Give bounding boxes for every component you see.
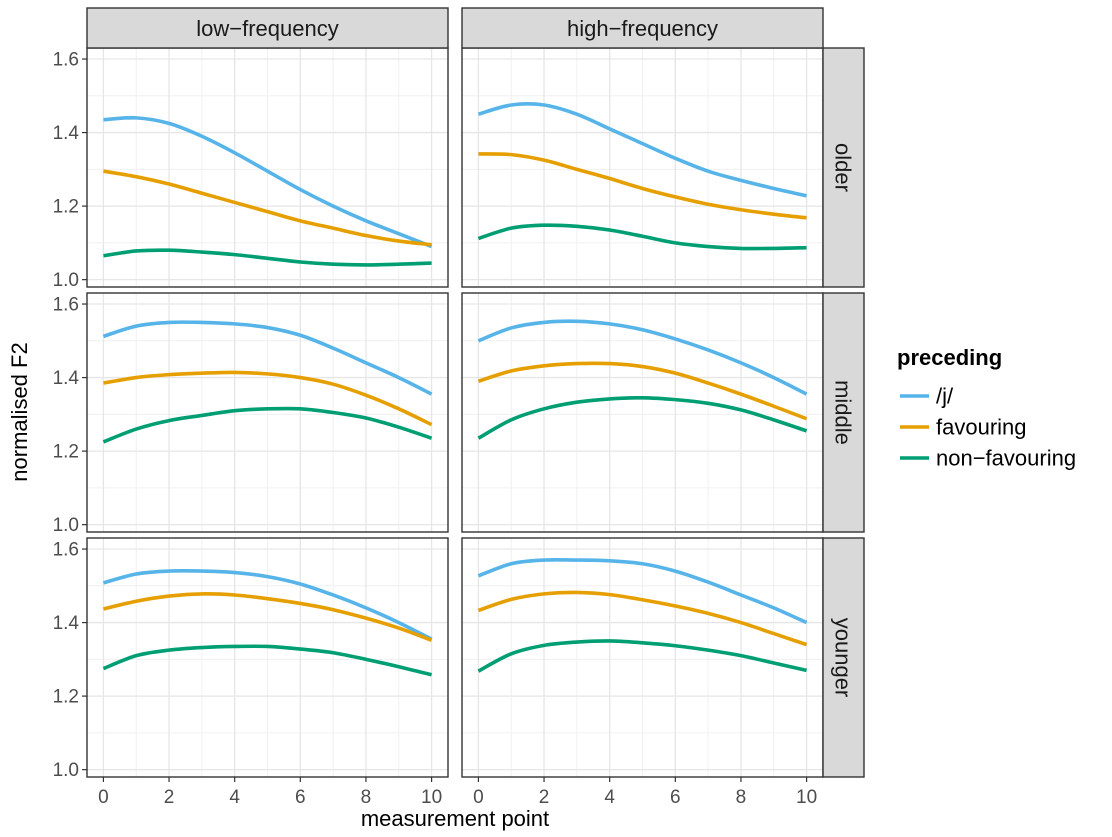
x-tick-label: 0 [98,787,109,808]
column-strip [86,7,449,49]
series-line-j [103,115,433,249]
strips-layer: low−frequency high−frequency older middle yo… [86,7,865,778]
x-tick-label: 2 [164,787,175,808]
legend-entries: /j/favouring non−favouring [900,384,1076,471]
series-line-j [477,319,808,396]
series-line-favouring [478,152,807,220]
series-line-j [477,102,807,198]
series-line-j [102,569,433,641]
panels-layer [86,47,824,778]
series-line-favouring [477,590,808,647]
series-line-non-favouring [102,406,433,444]
x-tick-label: 10 [421,787,442,808]
y-tick-label: 1.4 [53,613,80,634]
series-line-non-favouring [477,395,808,440]
panel-high-frequency-older [461,47,824,288]
row-strip [822,537,865,778]
series-line-j [477,557,808,625]
panel-border [86,292,449,533]
panel-low-frequency-older [86,47,449,288]
legend: preceding /j/favouring non−favouring [897,345,1076,471]
series-line-non-favouring [102,644,433,677]
row-strip-label: younger [831,618,856,698]
x-tick-label: 4 [229,787,240,808]
series-line-non-favouring [103,248,432,267]
x-tick-label: 6 [295,787,306,808]
legend-title: preceding [897,345,1002,370]
x-tick-label: 8 [361,787,372,808]
panel-low-frequency-younger [86,537,449,778]
series-line-non-favouring [477,223,807,251]
x-tick-label: 2 [539,787,550,808]
x-tick-label: 0 [473,787,484,808]
axes-layer: 1.0 1.2 1.4 1.6 1.0 1.2 1.4 1.6 1.0 1.2 1.4 1.6 0 2 4 6… [53,50,818,808]
panel-low-frequency-middle [86,292,449,533]
y-tick-label: 1.2 [53,442,79,463]
x-tick-label: 10 [796,787,817,808]
row-strip [822,292,865,533]
y-tick-label: 1.4 [53,368,80,389]
series-line-j [102,320,433,396]
y-tick-label: 1.6 [53,540,79,561]
y-tick-label: 1.2 [53,687,79,708]
legend-label: favouring [936,415,1027,440]
x-tick-label: 6 [670,787,681,808]
y-tick-label: 1.6 [53,295,79,316]
series-line-favouring [103,169,432,247]
y-tick-label: 1.0 [53,270,79,291]
row-strip-label: older [831,143,856,192]
panel-high-frequency-younger [461,537,824,778]
legend-label: non−favouring [936,446,1076,471]
column-strip-label: low−frequency [196,16,338,41]
row-strip [822,47,865,288]
panel-border [86,537,449,778]
panel-high-frequency-middle [461,292,824,533]
y-tick-label: 1.0 [53,760,79,781]
y-tick-label: 1.6 [53,50,79,71]
y-axis-title: normalised F2 [7,342,32,481]
x-axis-title: measurement point [361,806,549,831]
series-line-favouring [102,592,433,642]
column-strip-label: high−frequency [567,16,718,41]
row-strip-label: middle [831,380,856,445]
x-tick-label: 8 [736,787,747,808]
x-tick-label: 4 [604,787,615,808]
series-line-favouring [103,370,433,427]
y-tick-label: 1.2 [53,197,79,218]
y-tick-label: 1.0 [53,515,79,536]
series-line-favouring [477,361,808,421]
y-tick-label: 1.4 [53,123,80,144]
column-strip [461,7,824,49]
series-line-non-favouring [477,639,807,673]
legend-label: /j/ [936,384,954,409]
